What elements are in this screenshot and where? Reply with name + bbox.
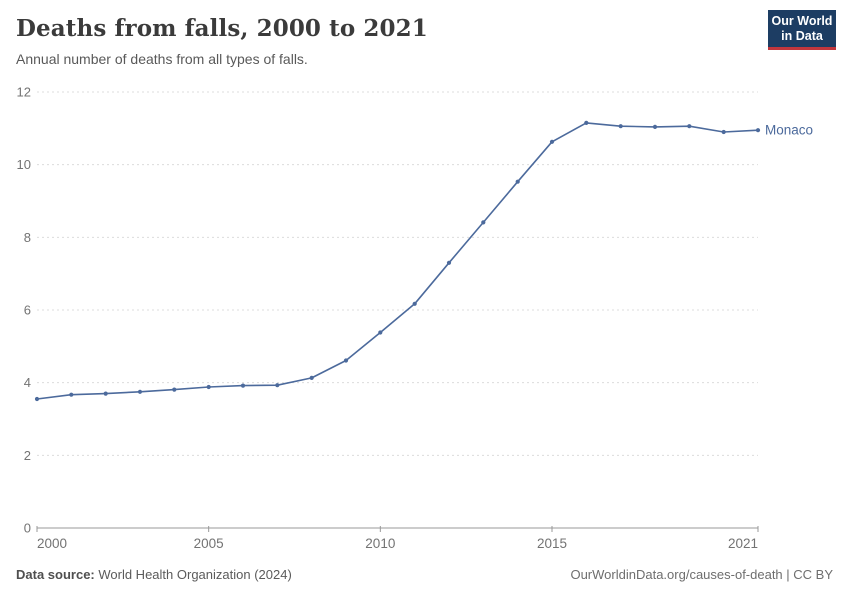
data-point[interactable] <box>378 330 383 335</box>
data-point[interactable] <box>618 124 623 129</box>
chart-footer: Data source: World Health Organization (… <box>16 567 833 583</box>
data-point[interactable] <box>172 387 177 392</box>
data-point[interactable] <box>584 120 589 125</box>
y-tick-label: 10 <box>17 157 31 172</box>
data-point[interactable] <box>206 384 211 390</box>
series-line <box>36 122 759 400</box>
data-point[interactable] <box>137 389 143 394</box>
logo-line1: Our World <box>771 14 833 28</box>
data-source-label: Data source: <box>16 567 95 582</box>
data-point[interactable] <box>652 124 658 129</box>
data-point[interactable] <box>343 358 349 363</box>
y-tick-label: 4 <box>24 375 31 390</box>
y-tick-label: 12 <box>17 85 31 100</box>
y-tick-label: 6 <box>24 303 31 318</box>
data-source: Data source: World Health Organization (… <box>16 567 292 583</box>
data-point[interactable] <box>34 396 40 402</box>
data-point[interactable] <box>240 383 246 388</box>
y-tick-label: 8 <box>24 230 31 245</box>
data-source-value: World Health Organization (2024) <box>94 567 292 582</box>
page-title: Deaths from falls, 2000 to 2021 <box>16 15 428 42</box>
attribution-link[interactable]: OurWorldinData.org/causes-of-death | CC … <box>570 567 833 582</box>
data-point[interactable] <box>687 124 692 129</box>
data-point[interactable] <box>446 260 452 265</box>
owid-logo[interactable]: Our World in Data <box>768 10 836 50</box>
x-tick-label: 2021 <box>728 536 758 551</box>
x-tick-label: 2015 <box>537 536 567 551</box>
y-tick-label: 0 <box>24 521 31 536</box>
data-point[interactable] <box>309 375 314 380</box>
x-tick-label: 2005 <box>194 536 224 551</box>
data-point[interactable] <box>481 220 486 225</box>
data-point[interactable] <box>515 179 520 184</box>
x-tick-label: 2000 <box>37 536 67 551</box>
data-point[interactable] <box>412 301 417 306</box>
entity-label[interactable]: Monaco <box>765 123 813 138</box>
data-point[interactable] <box>69 392 74 397</box>
logo-line2: in Data <box>781 29 823 43</box>
x-tick-label: 2010 <box>365 536 395 551</box>
data-point[interactable] <box>721 129 726 135</box>
data-point[interactable] <box>549 139 555 144</box>
data-point[interactable] <box>755 128 761 133</box>
y-tick-label: 2 <box>24 448 31 463</box>
data-point[interactable] <box>275 383 280 388</box>
chart-subtitle: Annual number of deaths from all types o… <box>16 51 308 67</box>
data-point[interactable] <box>103 391 108 396</box>
